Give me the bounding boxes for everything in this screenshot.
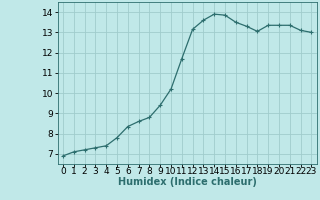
X-axis label: Humidex (Indice chaleur): Humidex (Indice chaleur)	[118, 177, 257, 187]
